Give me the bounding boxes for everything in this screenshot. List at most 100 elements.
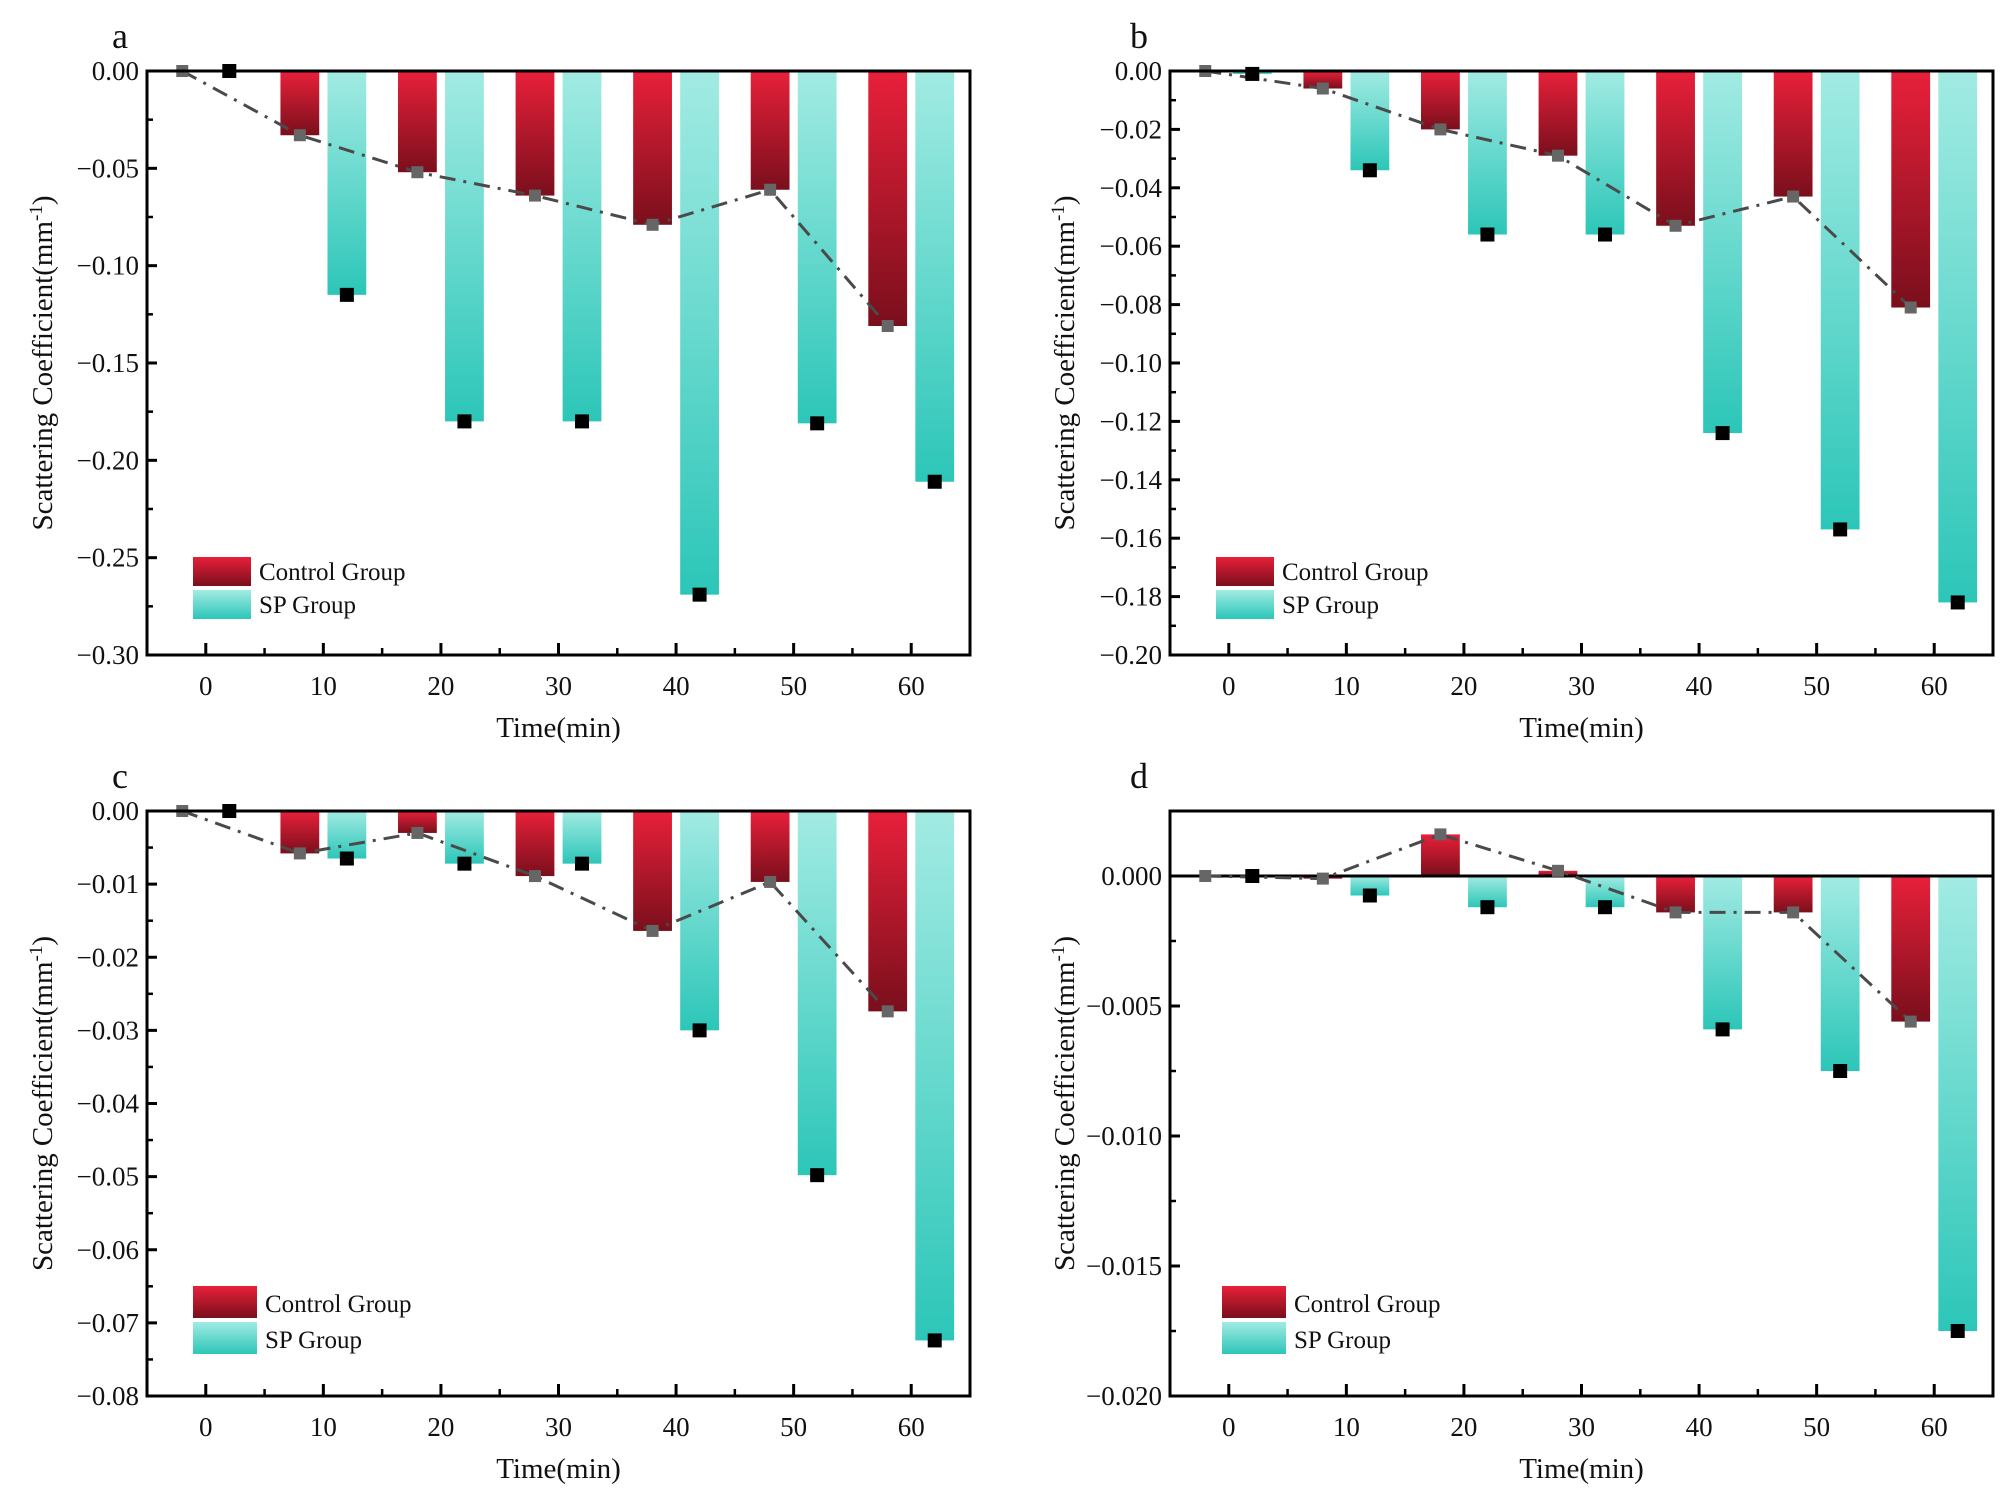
- marker-sp: [1480, 227, 1495, 242]
- y-tick-label: −0.15: [77, 348, 139, 378]
- x-tick-label: 60: [1921, 671, 1948, 701]
- bar-sp: [680, 811, 719, 1031]
- x-tick-label: 0: [199, 1412, 213, 1442]
- bar-sp: [562, 811, 602, 864]
- bar-control: [515, 811, 555, 877]
- x-tick-label: 20: [427, 1412, 454, 1442]
- marker-control: [1904, 1015, 1917, 1028]
- marker-sp: [457, 856, 472, 871]
- bar-control: [1421, 71, 1460, 130]
- panel-letter: c: [112, 756, 128, 796]
- marker-control: [646, 218, 659, 231]
- marker-sp: [575, 414, 590, 429]
- y-tick-label: −0.10: [1100, 348, 1162, 378]
- x-tick-label: 40: [663, 1412, 690, 1442]
- x-tick-label: 50: [1803, 1412, 1830, 1442]
- marker-sp: [1598, 227, 1613, 242]
- marker-sp: [1245, 66, 1260, 81]
- x-tick-label: 10: [1333, 1412, 1360, 1442]
- bar-sp: [797, 71, 837, 424]
- y-tick-label: −0.20: [1100, 640, 1162, 670]
- y-tick-label: 0.00: [92, 56, 139, 86]
- marker-control: [881, 1005, 894, 1018]
- x-tick-label: 40: [1686, 671, 1713, 701]
- legend-label-sp: SP Group: [265, 1327, 362, 1354]
- y-tick-label: 0.000: [1101, 861, 1162, 891]
- marker-control: [1551, 149, 1564, 162]
- marker-control: [1669, 906, 1682, 919]
- bar-sp: [915, 811, 955, 1341]
- bar-control: [1891, 876, 1931, 1022]
- y-tick-label: −0.015: [1086, 1251, 1162, 1281]
- bar-sp: [1468, 71, 1507, 235]
- legend-label-sp: SP Group: [259, 592, 356, 619]
- x-axis-title: Time(min): [1519, 712, 1644, 744]
- y-tick-label: −0.16: [1100, 523, 1162, 553]
- bar-control: [1538, 71, 1578, 156]
- marker-sp: [810, 416, 825, 431]
- x-tick-label: 40: [663, 671, 690, 701]
- y-tick-label: −0.06: [1100, 231, 1162, 261]
- marker-control: [646, 924, 659, 937]
- y-tick-label: −0.01: [77, 869, 139, 899]
- marker-control: [293, 129, 306, 142]
- marker-control: [1434, 123, 1447, 136]
- marker-control: [1434, 828, 1447, 841]
- bar-sp: [797, 811, 837, 1176]
- trend-line: [1205, 832, 1912, 1023]
- marker-sp: [339, 851, 354, 866]
- marker-sp: [1715, 1022, 1730, 1037]
- y-tick-label: −0.25: [77, 543, 139, 573]
- legend-swatch-sp: [1216, 590, 1274, 619]
- marker-sp: [927, 474, 942, 489]
- y-tick-label: 0.00: [92, 796, 139, 826]
- legend-label-control: Control Group: [1294, 1291, 1441, 1318]
- marker-control: [1787, 190, 1800, 203]
- marker-control: [528, 870, 541, 883]
- marker-sp: [1950, 595, 1965, 610]
- marker-control: [1904, 301, 1917, 314]
- panel-a: a0.00 −0.05 −0.10 −0.15 −0.20 −0.25 −0.30 0 10 20…: [26, 16, 972, 744]
- y-axis-title: Scattering Coefficient(mm-1): [26, 936, 59, 1271]
- y-tick-label: −0.02: [1100, 114, 1162, 144]
- bar-control: [1656, 876, 1695, 913]
- y-axis-title: Scattering Coefficient(mm-1): [1048, 936, 1081, 1271]
- y-tick-label: −0.02: [77, 942, 139, 972]
- marker-sp: [575, 856, 590, 871]
- bar-sp: [562, 71, 602, 422]
- bar-control: [1773, 876, 1813, 913]
- marker-sp: [1833, 522, 1848, 537]
- marker-control: [1316, 82, 1329, 95]
- marker-sp: [692, 587, 707, 602]
- legend-label-sp: SP Group: [1282, 592, 1379, 619]
- legend-swatch-control: [1222, 1286, 1286, 1318]
- marker-sp: [927, 1333, 942, 1348]
- y-tick-label: −0.04: [1100, 173, 1163, 203]
- bar-control: [515, 71, 555, 196]
- bar-control: [868, 811, 908, 1012]
- panel-c: c0.00 −0.01 −0.02 −0.03 −0.04 −0.05 −0.06 −0.07…: [26, 756, 972, 1485]
- marker-control: [881, 320, 894, 333]
- x-tick-label: 60: [898, 671, 925, 701]
- bar-control: [868, 71, 908, 327]
- bar-control: [750, 71, 790, 190]
- legend-swatch-control: [1216, 557, 1274, 586]
- legend-swatch-control: [193, 557, 251, 586]
- x-tick-label: 30: [545, 1412, 572, 1442]
- x-tick-label: 10: [1333, 671, 1360, 701]
- y-tick-label: −0.14: [1100, 465, 1163, 495]
- bar-control: [1421, 834, 1460, 876]
- y-axis-title: Scattering Coefficient(mm-1): [26, 195, 59, 530]
- legend-swatch-sp: [193, 1322, 257, 1354]
- bar-sp: [1585, 71, 1625, 235]
- y-tick-label: −0.06: [77, 1235, 139, 1265]
- bar-sp: [1703, 876, 1742, 1030]
- y-tick-label: −0.020: [1086, 1381, 1162, 1411]
- marker-control: [764, 183, 777, 196]
- bar-control: [750, 811, 790, 882]
- marker-sp: [339, 287, 354, 302]
- panel-letter: b: [1130, 16, 1148, 56]
- marker-control: [764, 875, 777, 888]
- legend-label-control: Control Group: [1282, 559, 1429, 586]
